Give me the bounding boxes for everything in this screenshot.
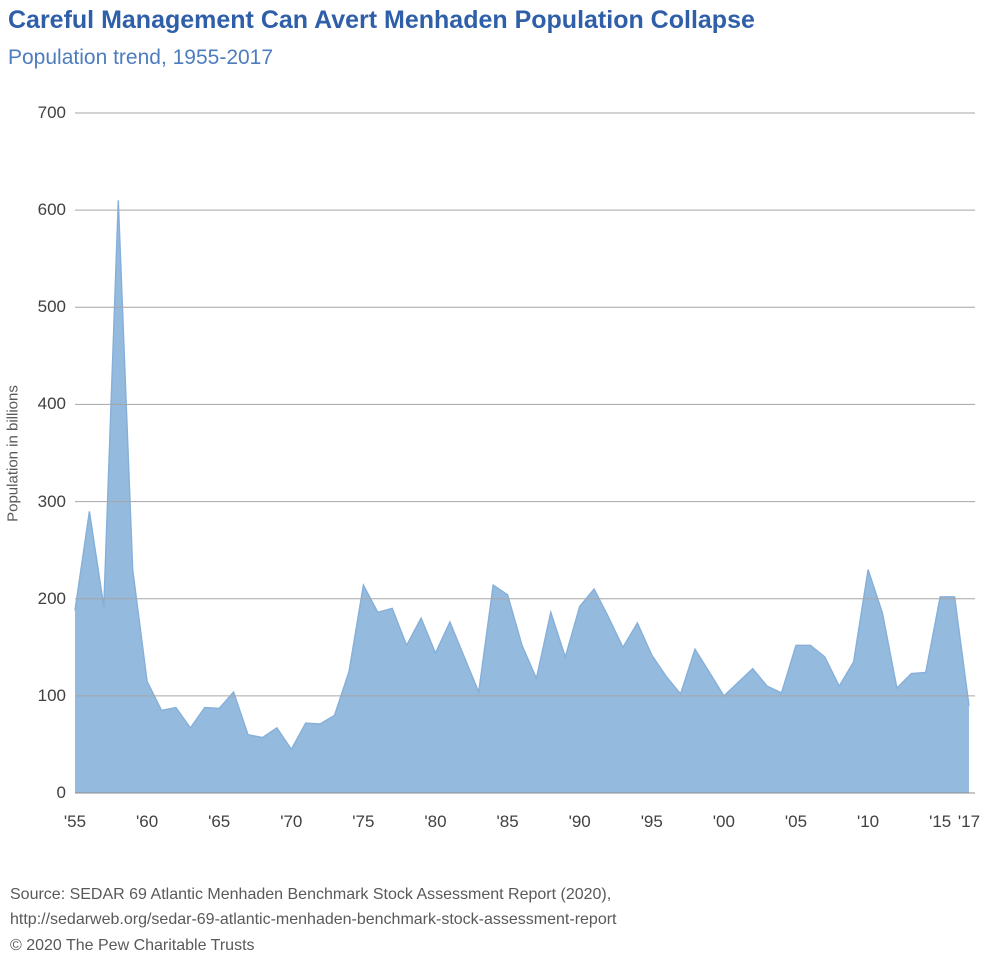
y-axis-label: Population in billions [4, 385, 22, 522]
x-tick-label: '95 [640, 812, 663, 831]
x-tick-label: '65 [208, 812, 231, 831]
y-tick-label: 600 [37, 200, 66, 220]
source-line-2: http://sedarweb.org/sedar-69-atlantic-me… [10, 911, 617, 928]
x-tick-label: '75 [352, 812, 375, 831]
population-area-edge [74, 200, 970, 751]
y-tick-label: 0 [56, 783, 66, 802]
y-tick-label: 700 [37, 103, 66, 122]
x-tick-label: '60 [136, 812, 159, 831]
x-tick-label: '10 [856, 812, 880, 831]
population-area-series [75, 200, 969, 793]
x-tick-label: '00 [712, 812, 735, 831]
x-tick-label: '15 [929, 812, 952, 831]
source-note: Source: SEDAR 69 Atlantic Menhaden Bench… [10, 882, 950, 932]
x-tick-label: '17 [957, 812, 981, 831]
x-tick-label: '05 [784, 812, 808, 831]
y-tick-label: 500 [37, 297, 66, 317]
x-tick-label: '80 [424, 812, 447, 831]
x-tick-label: '70 [280, 812, 303, 831]
copyright-note: © 2020 The Pew Charitable Trusts [10, 937, 255, 954]
chart-subtitle: Population trend, 1955-2017 [8, 46, 274, 69]
chart-title: Careful Management Can Avert Menhaden Po… [8, 6, 755, 34]
y-tick-label: 100 [37, 685, 66, 705]
y-tick-label: 400 [37, 394, 66, 414]
x-tick-label: '85 [496, 812, 519, 831]
x-tick-label: '55 [63, 812, 87, 831]
x-tick-label: '90 [568, 812, 591, 831]
source-line-1: Source: SEDAR 69 Atlantic Menhaden Bench… [10, 886, 612, 903]
y-tick-label: 200 [37, 588, 66, 608]
y-tick-label: 300 [37, 491, 66, 511]
